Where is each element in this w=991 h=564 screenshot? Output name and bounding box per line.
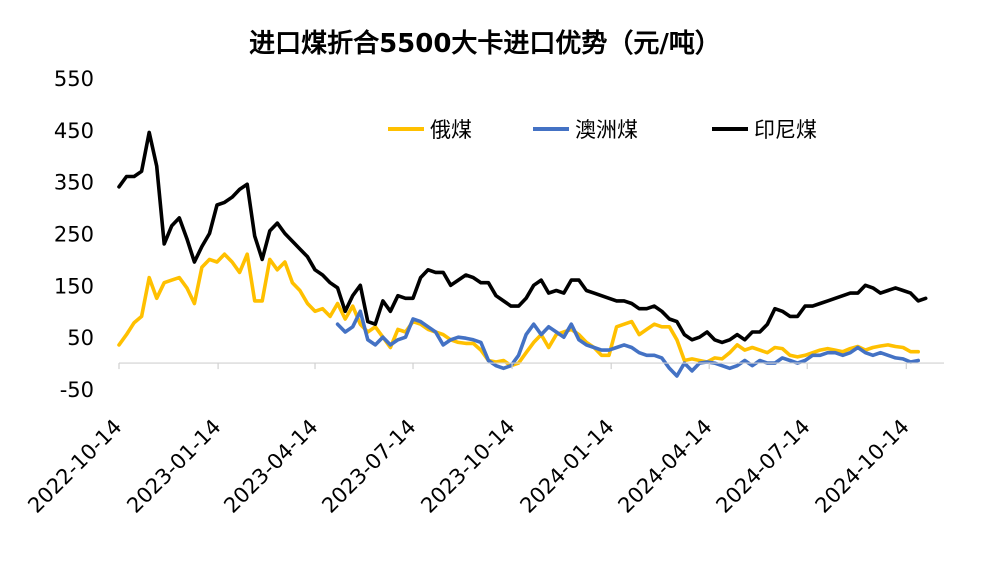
y-tick-label: 350 [54, 171, 94, 195]
x-tick-label: 2024-10-14 [811, 415, 914, 518]
x-tick-label: 2023-07-14 [317, 415, 420, 518]
y-tick-label: -50 [60, 378, 94, 402]
y-tick-label: 250 [54, 223, 94, 247]
y-tick-label: 150 [54, 274, 94, 298]
legend: 俄煤 澳洲煤 印尼煤 [388, 118, 817, 142]
x-tick-label: 2022-10-14 [23, 415, 126, 518]
x-tick-label: 2023-01-14 [122, 415, 225, 518]
y-tick-label: 50 [67, 326, 94, 350]
y-tick-label: 550 [54, 67, 94, 91]
chart-title: 进口煤折合5500大卡进口优势（元/吨） [249, 28, 721, 59]
y-tick-label: 450 [54, 119, 94, 143]
x-tick-label: 2023-10-14 [416, 415, 519, 518]
x-tick-label: 2024-04-14 [613, 415, 716, 518]
x-tick-label: 2023-04-14 [219, 415, 322, 518]
legend-label: 澳洲煤 [575, 118, 638, 142]
legend-label: 俄煤 [430, 118, 472, 142]
y-axis: -50 50 150 250 350 450 550 [54, 67, 94, 402]
series-line-2 [117, 130, 928, 345]
x-tick-label: 2024-01-14 [515, 415, 618, 518]
series-line-1 [335, 309, 921, 378]
plot-area [117, 130, 928, 378]
x-axis: 2022-10-142023-01-142023-04-142023-07-14… [23, 362, 944, 518]
x-tick-label: 2024-07-14 [711, 415, 814, 518]
series-line-0 [117, 252, 921, 368]
legend-label: 印尼煤 [754, 118, 817, 142]
